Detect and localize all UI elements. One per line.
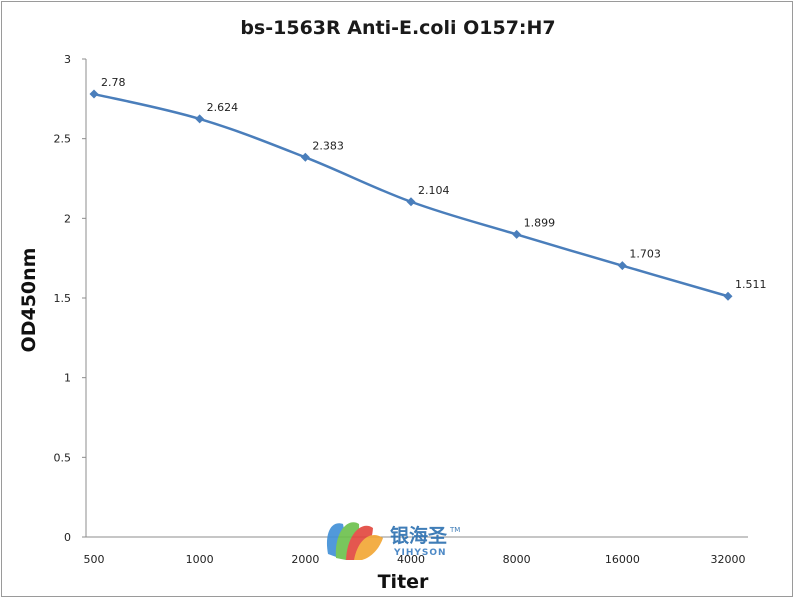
data-label: 2.104 [418, 184, 450, 197]
data-point-marker [89, 89, 99, 99]
y-tick-labels: 0 0.5 1 1.5 2 2.5 3 [54, 53, 86, 544]
data-label: 1.899 [524, 216, 556, 229]
logo-wave [346, 525, 373, 560]
y-tick-label: 2 [64, 212, 71, 225]
logo-wave [335, 522, 360, 560]
data-point-marker [617, 261, 627, 271]
logo-wave [354, 534, 383, 560]
data-label: 2.383 [312, 139, 344, 152]
series-line [93, 92, 729, 298]
data-labels: 2.78 2.624 2.383 2.104 1.899 1.703 1.511 [101, 76, 767, 291]
y-tick-label: 1 [64, 372, 71, 385]
data-point-marker [723, 291, 733, 301]
x-tick-label: 8000 [503, 553, 531, 566]
axes [85, 59, 748, 538]
logo-tm: TM [449, 526, 460, 534]
x-tick-label: 1000 [186, 553, 214, 566]
data-label: 1.511 [735, 278, 767, 291]
y-tick-label: 2.5 [54, 133, 72, 146]
x-tick-label: 2000 [291, 553, 319, 566]
data-label: 1.703 [629, 248, 661, 261]
y-tick-label: 0 [64, 531, 71, 544]
y-tick-label: 0.5 [54, 451, 72, 464]
series-layer [89, 89, 733, 301]
y-tick-label: 3 [64, 53, 71, 66]
logo-icon [326, 522, 383, 560]
data-label: 2.78 [101, 76, 126, 89]
x-tick-label: 32000 [711, 553, 746, 566]
x-tick-label: 4000 [397, 553, 425, 566]
data-point-marker [406, 197, 416, 207]
data-point-marker [195, 114, 205, 124]
data-point-marker [512, 229, 522, 239]
x-tick-label: 500 [84, 553, 105, 566]
data-label: 2.624 [207, 101, 239, 114]
x-tick-labels: 500 1000 2000 4000 8000 16000 32000 [84, 553, 746, 566]
logo-name-cn: 银海圣 [390, 524, 448, 547]
watermark-logo: 银海圣 TM YIHYSON [326, 522, 460, 560]
y-tick-label: 1.5 [54, 292, 72, 305]
y-axis-title: OD450nm [18, 248, 40, 353]
x-tick-label: 16000 [605, 553, 640, 566]
data-point-marker [300, 152, 310, 162]
x-axis-title: Titer [378, 571, 429, 593]
chart-title: bs-1563R Anti-E.coli O157:H7 [240, 17, 555, 39]
logo-name-en: YIHYSON [393, 548, 447, 558]
